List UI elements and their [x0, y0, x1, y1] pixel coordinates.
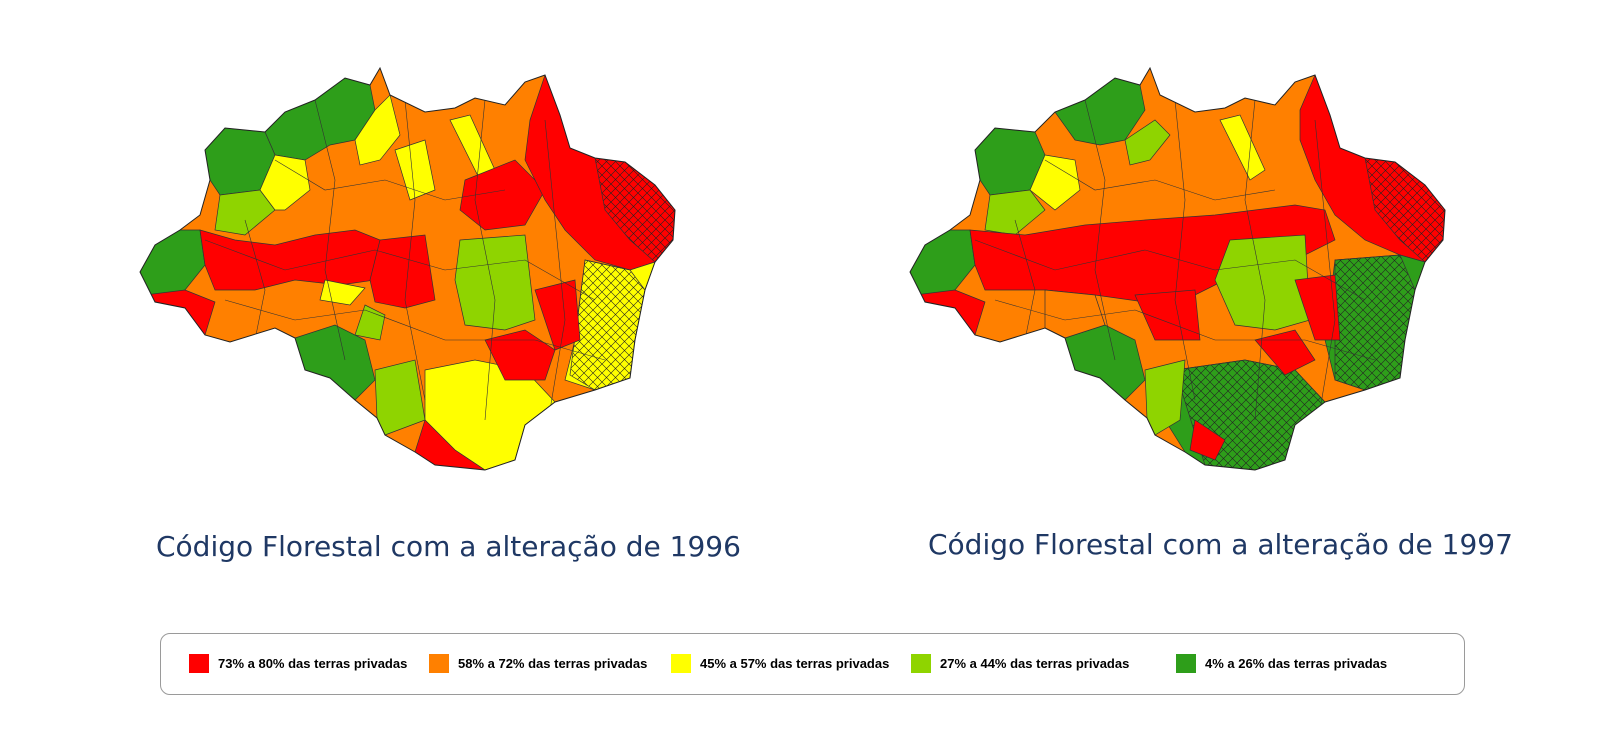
- legend-swatch-yellow: [671, 654, 691, 673]
- legend: 73% a 80% das terras privadas 58% a 72% …: [160, 633, 1465, 695]
- legend-label: 58% a 72% das terras privadas: [458, 656, 648, 671]
- legend-swatch-orange: [429, 654, 449, 673]
- legend-label: 45% a 57% das terras privadas: [700, 656, 890, 671]
- legend-swatch-red: [189, 654, 209, 673]
- legend-item-27-44: 27% a 44% das terras privadas: [911, 654, 1129, 673]
- legend-label: 73% a 80% das terras privadas: [218, 656, 408, 671]
- legend-label: 4% a 26% das terras privadas: [1205, 656, 1388, 671]
- legend-item-45-57: 45% a 57% das terras privadas: [671, 654, 889, 673]
- legend-item-58-72: 58% a 72% das terras privadas: [429, 654, 647, 673]
- map-1996: [125, 40, 705, 490]
- legend-label: 27% a 44% das terras privadas: [940, 656, 1130, 671]
- caption-1996: Código Florestal com a alteração de 1996: [156, 530, 741, 563]
- legend-item-73-80: 73% a 80% das terras privadas: [189, 654, 407, 673]
- caption-1997: Código Florestal com a alteração de 1997: [928, 528, 1513, 561]
- legend-item-4-26: 4% a 26% das terras privadas: [1176, 654, 1387, 673]
- legend-swatch-light-green: [911, 654, 931, 673]
- map-1997: [895, 40, 1475, 490]
- legend-swatch-dark-green: [1176, 654, 1196, 673]
